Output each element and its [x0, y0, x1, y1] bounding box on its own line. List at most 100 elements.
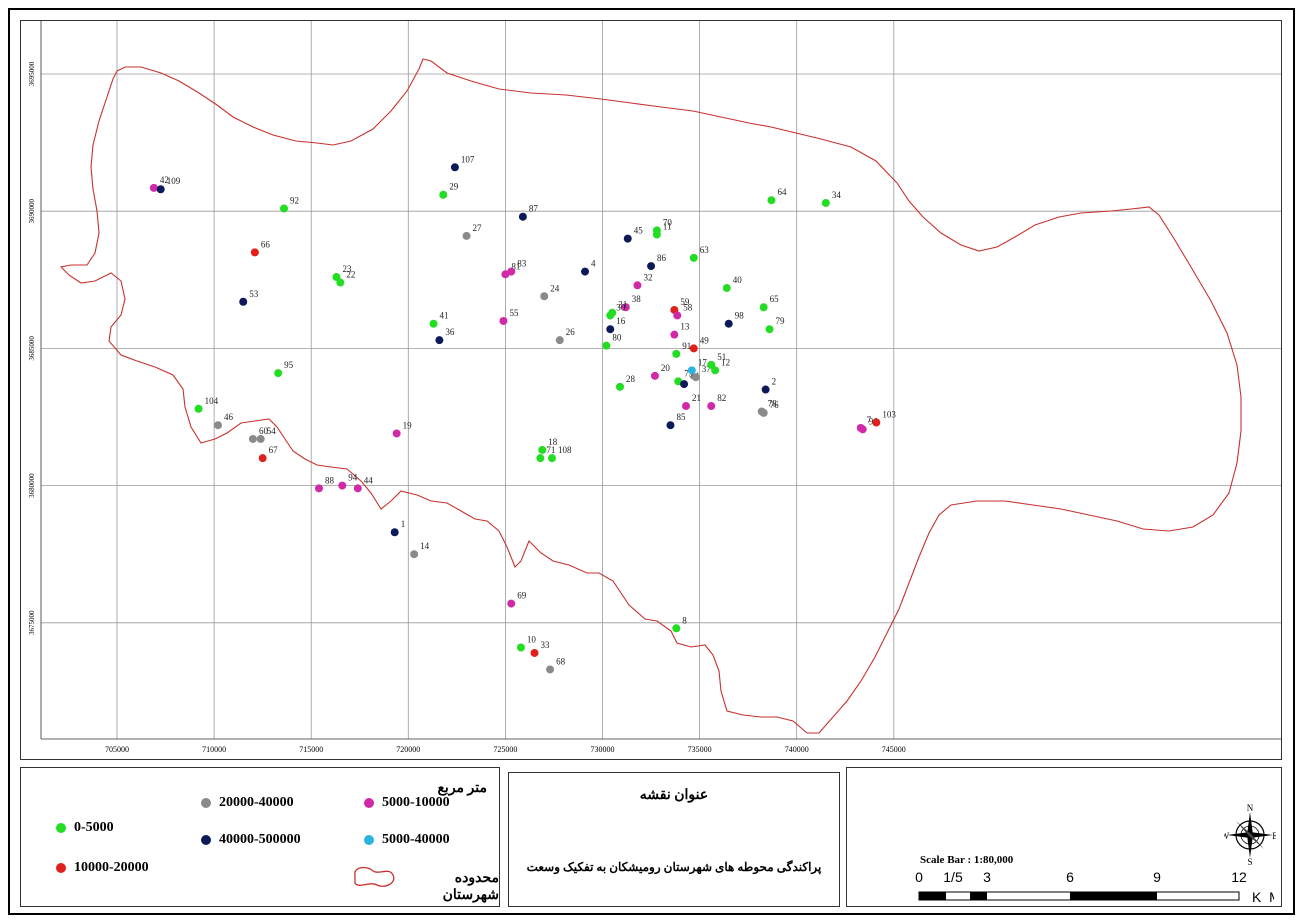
- site-point: [248, 434, 257, 443]
- legend-dot-cyan: [364, 835, 374, 845]
- site-point: [516, 643, 525, 652]
- site-label: 11: [663, 222, 672, 232]
- compass-e-label: E: [1272, 831, 1276, 841]
- site-label: 42: [160, 175, 169, 185]
- site-point: [280, 204, 289, 213]
- site-label: 30: [616, 302, 626, 312]
- site-label: 29: [449, 182, 459, 192]
- site-point: [546, 665, 555, 674]
- map-subtitle: پراکندگی محوطه های شهرستان رومیشکان به ت…: [526, 860, 822, 874]
- site-label: 12: [721, 357, 730, 367]
- site-label: 91: [682, 341, 691, 351]
- site-point: [759, 303, 768, 312]
- site-label: 16: [616, 316, 626, 326]
- site-label: 51: [717, 352, 726, 362]
- county-boundary: [59, 58, 1242, 734]
- site-point: [724, 319, 733, 328]
- site-point: [439, 190, 448, 199]
- legend-panel: متر مربع 0-5000 10000-20000 20000-40000 …: [20, 767, 500, 907]
- site-label: 33: [541, 640, 551, 650]
- legend-label: 5000-40000: [382, 832, 450, 847]
- site-point: [256, 434, 265, 443]
- x-tick-label: 735000: [688, 745, 712, 754]
- compass-w-label: W: [1224, 831, 1230, 841]
- site-label: 95: [284, 360, 294, 370]
- site-point: [606, 311, 615, 320]
- site-point: [821, 198, 830, 207]
- x-tick-label: 740000: [785, 745, 809, 754]
- site-point: [450, 163, 459, 172]
- site-label: 80: [612, 333, 622, 343]
- site-label: 8: [682, 615, 687, 625]
- scale-segment: [1070, 892, 1157, 900]
- site-point: [689, 253, 698, 262]
- site-point: [507, 267, 516, 276]
- site-point: [338, 481, 347, 490]
- site-point: [250, 248, 259, 257]
- scale-segment: [919, 892, 946, 900]
- site-label: 66: [261, 239, 271, 249]
- legend-item-40000-500000: 40000-500000: [201, 832, 301, 848]
- site-label: 69: [517, 591, 527, 601]
- site-label: 54: [267, 426, 277, 436]
- site-label: 67: [269, 445, 279, 455]
- site-point: [499, 316, 508, 325]
- site-point: [761, 385, 770, 394]
- scale-tick-label: 1/5: [943, 869, 963, 885]
- site-point: [615, 382, 624, 391]
- site-label: 108: [558, 445, 572, 455]
- site-label: 65: [770, 294, 780, 304]
- y-tick-label: 3685000: [28, 336, 36, 361]
- site-point: [858, 425, 867, 434]
- site-label: 1: [401, 519, 406, 529]
- site-label: 71: [546, 445, 555, 455]
- site-point: [606, 325, 615, 334]
- site-point: [213, 421, 222, 430]
- site-point: [555, 336, 564, 345]
- site-label: 63: [700, 245, 710, 255]
- legend-dot-magenta: [364, 798, 374, 808]
- y-tick-label: 3675000: [28, 610, 36, 635]
- y-tick-label: 3695000: [28, 61, 36, 86]
- site-point: [633, 281, 642, 290]
- site-point: [410, 550, 419, 559]
- site-point: [462, 231, 471, 240]
- site-point: [691, 373, 700, 382]
- legend-dot-navy: [201, 835, 211, 845]
- site-label: 32: [643, 272, 652, 282]
- site-label: 87: [529, 204, 539, 214]
- site-label: 103: [882, 409, 896, 419]
- site-label: 82: [717, 393, 726, 403]
- legend-dot-gray: [201, 798, 211, 808]
- site-label: 68: [556, 656, 566, 666]
- site-label: 34: [832, 190, 842, 200]
- site-point: [711, 366, 720, 375]
- site-point: [680, 380, 689, 389]
- site-label: 22: [346, 270, 355, 280]
- compass-rose-icon: N S E W: [1224, 804, 1276, 866]
- x-tick-label: 720000: [396, 745, 420, 754]
- site-label: 10: [527, 634, 537, 644]
- site-point: [872, 418, 881, 427]
- site-label: 19: [403, 420, 413, 430]
- site-point: [602, 341, 611, 350]
- scale-compass-panel: Scale Bar : 1:80,000 0 1/5 3 6 9 12 K_M N S E W: [846, 767, 1282, 907]
- scale-tick-label: 6: [1066, 869, 1074, 885]
- scale-tick-label: 3: [983, 869, 991, 885]
- legend-item-5000-10000: 5000-10000: [364, 795, 450, 811]
- site-label: 92: [290, 195, 299, 205]
- legend-item-5000-40000: 5000-40000: [364, 832, 450, 848]
- site-point: [239, 297, 248, 306]
- scale-unit-label: K_M: [1252, 889, 1274, 904]
- legend-unit-title: متر مربع: [437, 781, 487, 796]
- site-point: [336, 278, 345, 287]
- scale-segment: [970, 892, 987, 900]
- site-label: 20: [661, 363, 671, 373]
- x-tick-label: 730000: [591, 745, 615, 754]
- site-label: 70: [663, 217, 673, 227]
- x-tick-label: 705000: [105, 745, 129, 754]
- site-point: [673, 311, 682, 320]
- site-point: [194, 404, 203, 413]
- site-label: 28: [626, 374, 636, 384]
- x-tick-label: 715000: [299, 745, 323, 754]
